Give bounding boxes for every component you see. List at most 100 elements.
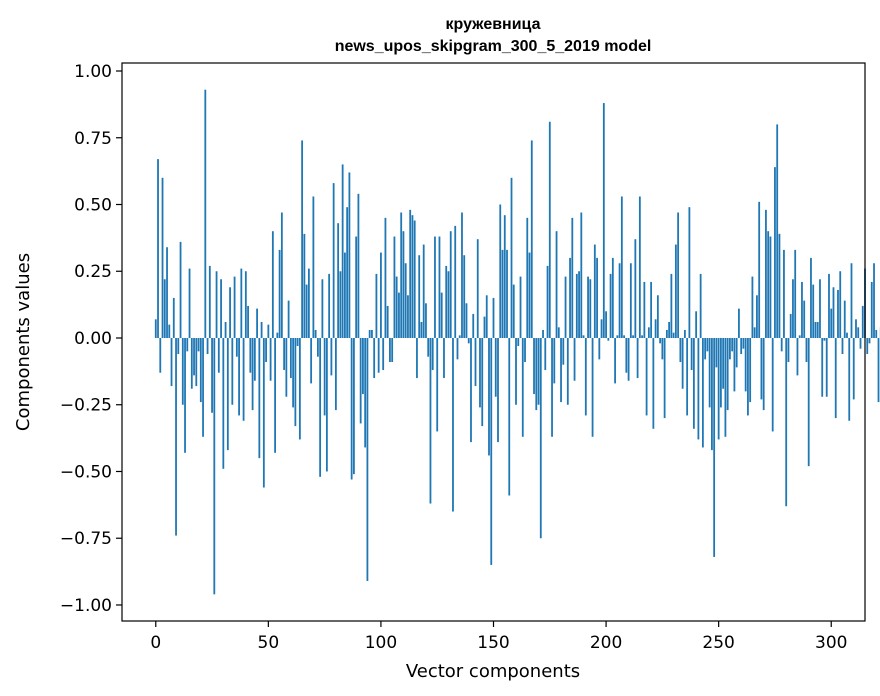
- bar-269: [760, 338, 763, 400]
- bar-47: [260, 321, 263, 338]
- bar-17: [193, 338, 195, 376]
- bar-44: [253, 338, 256, 381]
- bar-222: [654, 319, 657, 338]
- bar-217: [643, 281, 646, 338]
- bar-52: [271, 231, 274, 338]
- bar-54: [276, 332, 279, 338]
- bar-83: [341, 164, 344, 338]
- bar-70: [312, 196, 315, 338]
- bar-110: [402, 231, 405, 338]
- bar-251: [720, 338, 722, 408]
- bar-29: [220, 279, 222, 338]
- bar-4: [163, 279, 166, 338]
- y-tick-label-1: 0.75: [74, 129, 112, 149]
- bar-201: [607, 338, 610, 341]
- bar-46: [258, 338, 261, 459]
- bar-199: [602, 103, 605, 338]
- bar-180: [560, 338, 562, 403]
- bar-214: [636, 338, 639, 379]
- bar-76: [325, 338, 328, 472]
- bar-259: [738, 308, 740, 338]
- bar-308: [848, 338, 851, 421]
- bar-48: [262, 338, 265, 488]
- bar-176: [551, 338, 553, 437]
- bar-230: [672, 332, 675, 338]
- bar-42: [249, 338, 252, 373]
- bar-88: [353, 338, 355, 475]
- bar-303: [837, 289, 839, 338]
- bar-18: [195, 338, 198, 387]
- bar-49: [265, 338, 267, 363]
- bar-77: [328, 273, 331, 338]
- bar-36: [235, 338, 238, 357]
- bar-309: [850, 263, 853, 338]
- bar-139: [467, 338, 470, 344]
- bar-161: [517, 338, 520, 347]
- bar-3: [161, 177, 164, 338]
- bar-112: [407, 295, 409, 338]
- bar-268: [758, 201, 761, 338]
- chart-title-line-1: кружевница: [446, 16, 541, 33]
- bar-124: [434, 236, 436, 338]
- bar-194: [591, 338, 594, 437]
- bar-245: [706, 338, 709, 352]
- bar-257: [733, 338, 736, 392]
- bar-68: [307, 268, 310, 338]
- bar-256: [731, 338, 734, 352]
- bar-270: [762, 338, 765, 411]
- bar-32: [226, 338, 229, 451]
- bar-26: [213, 338, 216, 595]
- bar-33: [229, 287, 231, 338]
- bar-115: [413, 220, 416, 338]
- bar-208: [623, 335, 625, 338]
- bar-172: [542, 329, 544, 338]
- bar-175: [548, 121, 551, 339]
- bar-85: [346, 207, 349, 338]
- bar-165: [526, 217, 529, 338]
- bar-188: [578, 271, 580, 338]
- bar-288: [803, 300, 806, 338]
- bar-218: [645, 338, 648, 416]
- bar-300: [830, 308, 833, 338]
- bar-128: [443, 338, 445, 379]
- bar-183: [566, 338, 569, 405]
- bar-254: [726, 338, 729, 411]
- bar-321: [877, 338, 880, 403]
- bar-92: [362, 338, 364, 395]
- bar-136: [461, 212, 463, 338]
- x-tick-label-2: 100: [365, 633, 397, 653]
- bar-160: [515, 338, 517, 405]
- y-tick-label-5: −0.25: [60, 396, 112, 416]
- bar-117: [418, 255, 421, 338]
- bar-184: [569, 257, 571, 338]
- bar-75: [323, 338, 326, 416]
- bar-170: [537, 338, 540, 405]
- bar-154: [501, 249, 504, 338]
- bar-127: [440, 292, 443, 338]
- bar-81: [337, 223, 340, 338]
- bar-266: [753, 327, 756, 338]
- bar-283: [792, 279, 794, 338]
- bar-24: [208, 265, 211, 338]
- bar-101: [382, 338, 385, 371]
- bar-138: [465, 303, 468, 338]
- bar-119: [422, 244, 425, 338]
- bar-198: [600, 319, 603, 338]
- bar-244: [704, 338, 707, 360]
- bar-25: [211, 338, 213, 413]
- bar-2: [159, 338, 162, 373]
- bar-234: [681, 338, 684, 389]
- bar-28: [217, 338, 220, 373]
- bar-79: [332, 183, 335, 338]
- bar-186: [573, 338, 576, 381]
- bar-260: [740, 338, 743, 355]
- bar-116: [416, 338, 418, 379]
- bar-12: [181, 338, 184, 405]
- bar-282: [789, 313, 792, 338]
- bar-314: [861, 305, 864, 338]
- x-axis-ticks: 0 50 100 150 200 250 300: [150, 621, 847, 653]
- bar-232: [677, 212, 680, 338]
- bar-190: [582, 335, 585, 338]
- bar-271: [765, 209, 767, 338]
